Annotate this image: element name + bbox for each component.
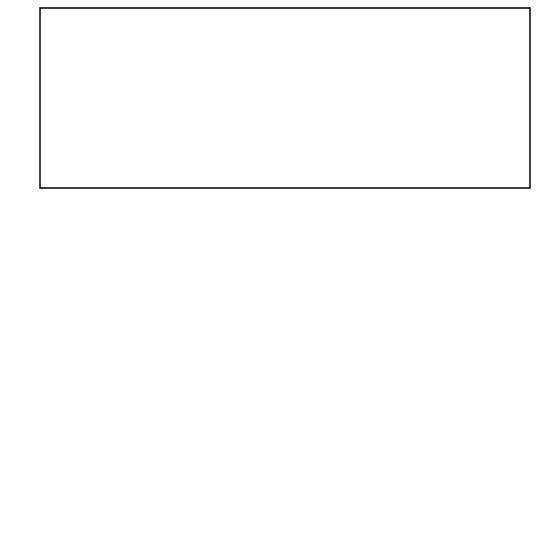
- freq-plot-border: [40, 8, 530, 188]
- chart-canvas: [0, 0, 560, 530]
